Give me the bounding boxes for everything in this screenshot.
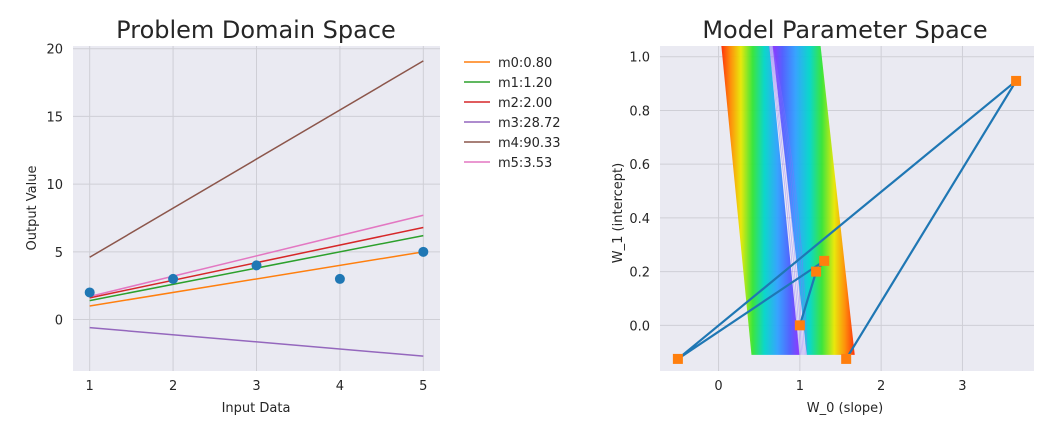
data-point bbox=[334, 273, 345, 284]
data-point bbox=[84, 287, 95, 298]
y-tick-label: 0.2 bbox=[629, 266, 650, 281]
series-line bbox=[89, 214, 424, 298]
chart-title: Problem Domain Space bbox=[116, 16, 396, 44]
x-tick-label: 4 bbox=[336, 379, 344, 394]
y-axis-label: W_1 (intercept) bbox=[611, 163, 626, 263]
path-marker bbox=[672, 353, 683, 364]
y-tick-label: 15 bbox=[46, 110, 63, 125]
x-tick-label: 1 bbox=[86, 379, 94, 394]
data-point bbox=[168, 273, 179, 284]
path-line bbox=[676, 79, 1018, 361]
contour-bands bbox=[721, 46, 855, 355]
legend-entry: m0:0.80 bbox=[498, 56, 552, 71]
contour-line bbox=[768, 46, 800, 355]
contour-line bbox=[770, 46, 803, 355]
y-tick-label: 0.0 bbox=[629, 319, 650, 334]
x-tick-label: 2 bbox=[169, 379, 177, 394]
path-markers bbox=[672, 75, 1022, 364]
y-tick-label: 1.0 bbox=[629, 51, 650, 66]
x-tick-label: 0 bbox=[714, 379, 722, 394]
y-tick-label: 0.8 bbox=[629, 104, 650, 119]
y-tick-label: 0 bbox=[55, 314, 63, 329]
path-marker bbox=[794, 320, 805, 331]
legend-entry: m2:2.00 bbox=[498, 96, 552, 111]
series-line bbox=[89, 251, 424, 307]
legend: m0:0.80 m1:1.20 m2:2.00 m3:28.72 m4:90.33 m5:… bbox=[464, 56, 561, 171]
y-tick-label: 20 bbox=[46, 43, 63, 58]
contour-line bbox=[770, 46, 804, 355]
path-marker bbox=[1011, 75, 1022, 86]
x-axis-label: Input Data bbox=[222, 401, 291, 416]
domain-chart: 1 2 3 4 5 0 5 10 15 20 Problem Domain Space Input… bbox=[25, 16, 561, 416]
legend-entry: m4:90.33 bbox=[498, 136, 561, 151]
x-tick-label: 1 bbox=[796, 379, 804, 394]
x-tick-label: 5 bbox=[419, 379, 427, 394]
contour-line bbox=[772, 46, 808, 355]
x-tick-label: 3 bbox=[958, 379, 966, 394]
path-marker bbox=[811, 266, 822, 277]
series-line bbox=[89, 326, 424, 357]
contour-line bbox=[769, 46, 802, 355]
y-tick-label: 10 bbox=[46, 178, 63, 193]
series-line bbox=[89, 60, 424, 258]
y-tick-label: 0.6 bbox=[629, 158, 650, 173]
chart-title: Model Parameter Space bbox=[702, 16, 987, 44]
legend-entry: m3:28.72 bbox=[498, 116, 561, 131]
contour-band-left bbox=[721, 46, 800, 355]
y-tick-label: 0.4 bbox=[629, 212, 650, 227]
legend-entry: m1:1.20 bbox=[498, 76, 552, 91]
optimizer-path bbox=[676, 79, 1018, 361]
tick-labels: 1 2 3 4 5 0 5 10 15 20 bbox=[46, 43, 427, 394]
parameter-chart: 0 1 2 3 0.0 0.2 0.4 0.6 0.8 1.0 Model Parameter S… bbox=[611, 16, 1034, 416]
x-axis-label: W_0 (slope) bbox=[807, 401, 884, 416]
y-axis-label: Output Value bbox=[25, 166, 40, 251]
data-point bbox=[251, 260, 262, 271]
tick-labels: 0 1 2 3 0.0 0.2 0.4 0.6 0.8 1.0 bbox=[629, 51, 966, 394]
path-marker bbox=[819, 255, 830, 266]
x-tick-label: 3 bbox=[252, 379, 260, 394]
data-points bbox=[84, 246, 429, 298]
contour-band-right bbox=[772, 46, 855, 355]
y-tick-label: 5 bbox=[55, 246, 63, 261]
path-marker bbox=[841, 353, 852, 364]
legend-entry: m5:3.53 bbox=[498, 156, 552, 171]
data-point bbox=[418, 246, 429, 257]
x-tick-label: 2 bbox=[877, 379, 885, 394]
